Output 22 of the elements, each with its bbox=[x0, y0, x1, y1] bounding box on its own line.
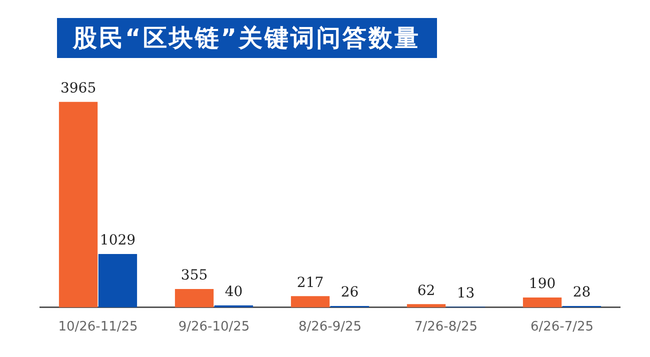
x-tick-label: 7/26-8/25 bbox=[414, 320, 478, 335]
bar bbox=[98, 254, 138, 308]
data-label: 13 bbox=[456, 285, 475, 302]
data-label: 355 bbox=[180, 268, 208, 284]
x-tick-label: 6/26-7/25 bbox=[530, 320, 594, 335]
data-label: 217 bbox=[296, 274, 324, 291]
x-tick-label: 10/26-11/25 bbox=[58, 320, 138, 335]
data-label: 40 bbox=[224, 284, 243, 300]
data-label: 26 bbox=[340, 284, 359, 301]
data-label: 190 bbox=[528, 276, 556, 292]
chart-title: 股民“区块链”关键词问答数量 bbox=[57, 18, 437, 58]
data-label: 1029 bbox=[100, 232, 136, 249]
bar bbox=[522, 298, 562, 308]
bar bbox=[58, 102, 98, 308]
bar bbox=[290, 296, 330, 308]
x-tick-label: 8/26-9/25 bbox=[298, 320, 362, 335]
bar bbox=[406, 304, 446, 308]
bar bbox=[174, 288, 214, 308]
data-label: 3965 bbox=[60, 80, 96, 96]
x-tick-label: 9/26-10/25 bbox=[178, 320, 250, 335]
data-label: 28 bbox=[572, 284, 591, 301]
data-label: 62 bbox=[417, 282, 436, 299]
